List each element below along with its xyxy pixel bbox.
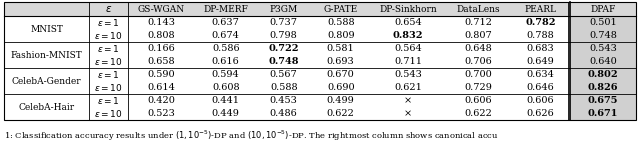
Text: 0.564: 0.564 — [394, 44, 422, 53]
Text: $\varepsilon=10$: $\varepsilon=10$ — [94, 30, 123, 41]
Text: DP-MERF: DP-MERF — [204, 5, 248, 14]
Text: G-PATE: G-PATE — [324, 5, 358, 14]
Text: CelebA-Hair: CelebA-Hair — [19, 103, 74, 111]
Text: 0.486: 0.486 — [270, 109, 298, 118]
Text: 0.523: 0.523 — [148, 109, 175, 118]
Text: 0.616: 0.616 — [212, 57, 239, 66]
Text: DP-Sinkhorn: DP-Sinkhorn — [379, 5, 437, 14]
Text: 0.808: 0.808 — [148, 31, 175, 40]
Text: 0.788: 0.788 — [527, 31, 554, 40]
Text: 0.671: 0.671 — [588, 109, 618, 118]
Text: 0.654: 0.654 — [394, 18, 422, 27]
Text: 0.782: 0.782 — [525, 18, 556, 27]
Text: 0.832: 0.832 — [393, 31, 423, 40]
Text: 0.420: 0.420 — [148, 96, 175, 105]
Text: $\varepsilon=1$: $\varepsilon=1$ — [97, 69, 120, 80]
Text: 0.670: 0.670 — [327, 70, 355, 79]
Text: 0.748: 0.748 — [589, 31, 617, 40]
Text: 0.640: 0.640 — [589, 57, 617, 66]
Text: 0.737: 0.737 — [269, 18, 298, 27]
Text: 0.567: 0.567 — [270, 70, 298, 79]
Text: 0.826: 0.826 — [588, 83, 618, 92]
Text: DPAF: DPAF — [590, 5, 616, 14]
Text: 0.143: 0.143 — [147, 18, 175, 27]
Text: 0.706: 0.706 — [465, 57, 492, 66]
Text: Fashion-MNIST: Fashion-MNIST — [11, 51, 83, 59]
Bar — [4, 2, 636, 16]
Text: PEARL: PEARL — [525, 5, 557, 14]
Text: 0.543: 0.543 — [394, 70, 422, 79]
Text: 0.711: 0.711 — [394, 57, 422, 66]
Text: 0.690: 0.690 — [327, 83, 355, 92]
Text: 0.590: 0.590 — [148, 70, 175, 79]
Text: MNIST: MNIST — [30, 24, 63, 34]
Text: ×: × — [404, 109, 412, 118]
Text: 0.648: 0.648 — [465, 44, 492, 53]
Text: 0.807: 0.807 — [465, 31, 492, 40]
Text: 0.712: 0.712 — [465, 18, 493, 27]
Text: 0.748: 0.748 — [269, 57, 299, 66]
Text: 0.166: 0.166 — [148, 44, 175, 53]
Text: 0.449: 0.449 — [212, 109, 239, 118]
Text: 0.722: 0.722 — [269, 44, 299, 53]
Text: CelebA-Gender: CelebA-Gender — [12, 76, 81, 86]
Text: DataLens: DataLens — [457, 5, 500, 14]
Text: 0.588: 0.588 — [327, 18, 355, 27]
Text: 0.499: 0.499 — [327, 96, 355, 105]
Text: $\varepsilon=10$: $\varepsilon=10$ — [94, 56, 123, 67]
Text: $\varepsilon=1$: $\varepsilon=1$ — [97, 17, 120, 28]
Text: 0.729: 0.729 — [465, 83, 492, 92]
Text: $\varepsilon$: $\varepsilon$ — [105, 4, 112, 14]
Bar — [570, 2, 636, 120]
Text: 0.700: 0.700 — [465, 70, 492, 79]
Text: 0.621: 0.621 — [394, 83, 422, 92]
Text: 0.441: 0.441 — [212, 96, 240, 105]
Text: 0.683: 0.683 — [527, 44, 554, 53]
Text: 0.649: 0.649 — [527, 57, 554, 66]
Text: 0.622: 0.622 — [327, 109, 355, 118]
Text: 0.622: 0.622 — [465, 109, 492, 118]
Text: $\varepsilon=1$: $\varepsilon=1$ — [97, 95, 120, 106]
Text: 0.634: 0.634 — [527, 70, 555, 79]
Text: 0.637: 0.637 — [212, 18, 239, 27]
Text: 0.802: 0.802 — [588, 70, 618, 79]
Text: 1: Classification accuracy results under $(1,10^{-5})$-DP and $(10,10^{-5})$-DP.: 1: Classification accuracy results under… — [4, 129, 499, 143]
Text: 0.798: 0.798 — [270, 31, 298, 40]
Text: 0.675: 0.675 — [588, 96, 618, 105]
Text: ×: × — [404, 96, 412, 105]
Text: $\varepsilon=10$: $\varepsilon=10$ — [94, 82, 123, 93]
Text: 0.606: 0.606 — [527, 96, 554, 105]
Text: 0.608: 0.608 — [212, 83, 239, 92]
Text: P3GM: P3GM — [269, 5, 298, 14]
Text: 0.658: 0.658 — [148, 57, 175, 66]
Text: 0.501: 0.501 — [589, 18, 617, 27]
Text: 0.809: 0.809 — [327, 31, 355, 40]
Text: 0.674: 0.674 — [212, 31, 239, 40]
Text: 0.594: 0.594 — [212, 70, 239, 79]
Text: GS-WGAN: GS-WGAN — [138, 5, 185, 14]
Text: $\varepsilon=1$: $\varepsilon=1$ — [97, 43, 120, 54]
Text: 0.626: 0.626 — [527, 109, 554, 118]
Text: 0.543: 0.543 — [589, 44, 617, 53]
Text: 0.693: 0.693 — [327, 57, 355, 66]
Text: 0.588: 0.588 — [270, 83, 298, 92]
Text: $\varepsilon=10$: $\varepsilon=10$ — [94, 108, 123, 119]
Text: 0.614: 0.614 — [148, 83, 175, 92]
Text: 0.581: 0.581 — [327, 44, 355, 53]
Text: 0.606: 0.606 — [465, 96, 492, 105]
Bar — [4, 2, 636, 120]
Text: 0.453: 0.453 — [270, 96, 298, 105]
Text: 0.586: 0.586 — [212, 44, 239, 53]
Text: 0.646: 0.646 — [527, 83, 554, 92]
